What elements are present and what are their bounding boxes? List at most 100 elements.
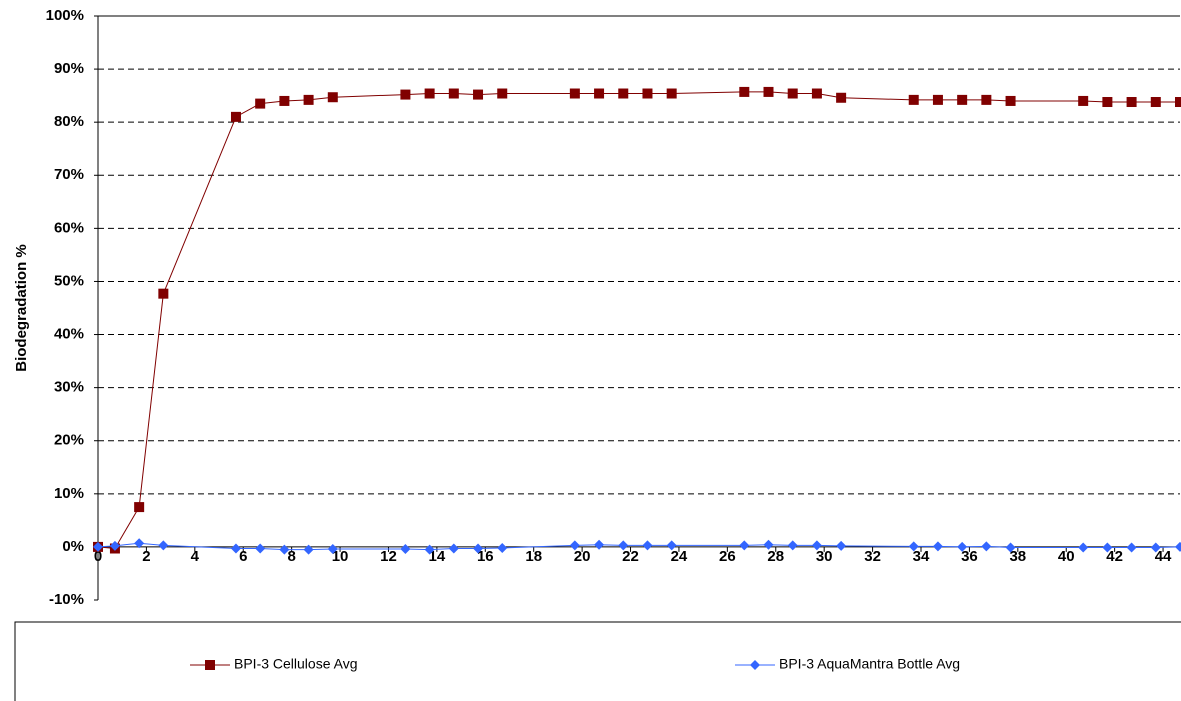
data-point [1078,542,1089,553]
data-point [836,540,847,551]
data-point [327,544,338,555]
data-point [981,94,992,105]
x-tick-label: 42 [1106,548,1123,565]
y-tick-label: 50% [54,272,84,289]
x-tick-label: 34 [913,548,930,565]
data-point [1175,97,1181,108]
x-tick-label: 6 [239,548,247,565]
data-point [1005,542,1016,553]
data-point [424,88,435,99]
x-tick-label: 10 [332,548,349,565]
x-tick-label: 16 [477,548,494,565]
data-point [448,543,459,554]
data-point [473,89,484,100]
data-point [642,540,653,551]
y-axis-label: Biodegradation % [13,244,30,372]
data-point [957,541,968,552]
legend-label: BPI-3 Cellulose Avg [234,656,357,672]
data-point [230,111,241,122]
data-point [93,541,103,552]
x-tick-label: 24 [671,548,688,565]
data-point [739,86,750,97]
data-point [787,540,798,551]
data-point [763,539,774,550]
data-point [932,94,943,105]
data-point [932,541,943,552]
data-point [279,95,290,106]
data-point [763,86,774,97]
data-point [497,88,508,99]
legend-marker [750,660,760,670]
data-point [400,544,411,555]
x-tick-label: 4 [191,548,200,565]
x-tick-label: 0 [94,548,102,565]
x-tick-label: 30 [816,548,833,565]
data-point [1078,95,1089,106]
data-point [811,88,822,99]
data-point [836,92,847,103]
x-tick-label: 20 [574,548,591,565]
x-tick-label: 26 [719,548,736,565]
data-point [400,89,411,100]
data-point [594,88,605,99]
data-point [666,88,677,99]
legend-label: BPI-3 AquaMantra Bottle Avg [779,656,960,672]
data-point [569,88,580,99]
data-point [303,94,314,105]
series-line [97,91,1180,550]
x-tick-label: 40 [1058,548,1075,565]
data-point [1126,542,1137,553]
data-point [255,543,266,554]
data-point [1126,97,1137,108]
data-point [134,538,145,549]
data-point [158,540,169,551]
data-point [497,542,508,553]
data-point [255,98,266,109]
data-point [134,502,145,513]
data-point [618,540,629,551]
data-point [1005,95,1016,106]
data-point [594,539,605,550]
x-tick-label: 18 [525,548,542,565]
legend-marker [205,660,215,670]
data-point [230,543,241,554]
data-point [327,92,338,103]
data-point [666,540,677,551]
x-tick-label: 8 [287,548,295,565]
x-tick-label: 28 [767,548,784,565]
x-tick-label: 32 [864,548,881,565]
data-point [1150,97,1161,108]
x-tick-label: 36 [961,548,978,565]
data-point [1150,542,1161,553]
data-point [1175,541,1181,552]
data-point [908,541,919,552]
x-tick-label: 2 [142,548,150,565]
x-tick-label: 22 [622,548,639,565]
data-point [908,94,919,105]
y-tick-label: 80% [54,113,84,130]
data-point [303,544,314,555]
data-point [158,288,169,299]
data-point [279,544,290,555]
y-tick-label: 0% [62,538,84,555]
data-point [981,541,992,552]
data-point [569,540,580,551]
data-point [473,543,484,554]
data-point [424,544,435,555]
data-point [1102,542,1113,553]
x-tick-label: 44 [1155,548,1172,565]
y-tick-label: 70% [54,166,84,183]
data-point [811,540,822,551]
y-tick-label: -10% [49,591,84,608]
data-point [109,540,120,551]
data-point [787,88,798,99]
legend-box [14,621,1181,701]
data-point [618,88,629,99]
data-point [642,88,653,99]
y-tick-label: 30% [54,379,84,396]
y-tick-label: 20% [54,432,84,449]
y-tick-label: 40% [54,326,84,343]
y-tick-label: 90% [54,60,84,77]
data-point [957,94,968,105]
